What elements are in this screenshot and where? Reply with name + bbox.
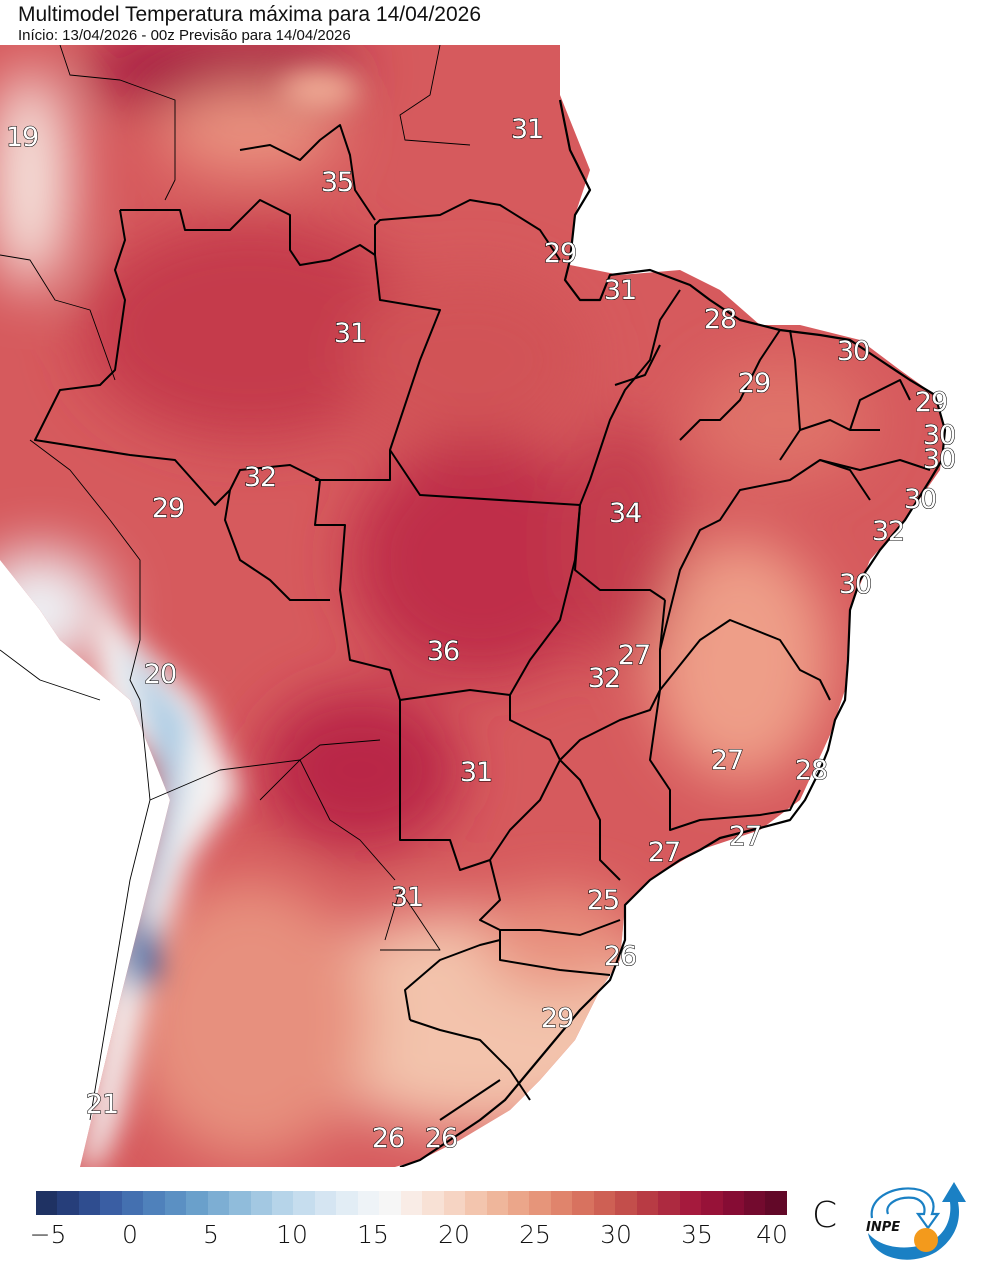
temp-label: 32 — [871, 516, 905, 547]
logo-loop-icon — [870, 1187, 941, 1230]
colorbar-segment — [743, 1191, 766, 1215]
temp-label: 28 — [703, 304, 737, 335]
temp-label: 25 — [586, 885, 620, 916]
temp-label: 36 — [426, 636, 460, 667]
temp-label: 30 — [903, 484, 937, 515]
colorbar-segment — [36, 1191, 58, 1215]
temp-label: 27 — [728, 821, 762, 852]
colorbar-tick-label: 0 — [122, 1220, 138, 1249]
temp-label: 30 — [836, 336, 870, 367]
colorbar-segment — [293, 1191, 315, 1215]
colorbar-segment — [164, 1191, 187, 1215]
temp-label: 31 — [603, 275, 637, 306]
colorbar-segment — [100, 1191, 122, 1215]
temp-label: 29 — [151, 493, 185, 524]
temp-label: 29 — [914, 387, 948, 418]
temp-label: 31 — [510, 114, 544, 145]
colorbar-segment — [57, 1191, 79, 1215]
colorbar-segment — [507, 1191, 530, 1215]
colorbar-segment — [357, 1191, 380, 1215]
temp-label: 31 — [333, 318, 367, 349]
colorbar-tick-label: 15 — [357, 1220, 389, 1249]
colorbar-segment — [722, 1191, 744, 1215]
colorbar-segment — [336, 1191, 358, 1215]
temp-label: 30 — [838, 569, 872, 600]
colorbar — [36, 1191, 787, 1215]
temp-label: 19 — [5, 122, 39, 153]
colorbar-tick-label: 25 — [519, 1220, 551, 1249]
inpe-logo: INPE — [858, 1178, 978, 1266]
colorbar-tick-label: 30 — [600, 1220, 632, 1249]
colorbar-segment — [550, 1191, 573, 1215]
colorbar-segment — [143, 1191, 165, 1215]
colorbar-segment — [314, 1191, 337, 1215]
colorbar-segment — [121, 1191, 144, 1215]
colorbar-unit: C — [812, 1195, 838, 1236]
temp-label: 26 — [371, 1123, 405, 1154]
colorbar-segment — [379, 1191, 401, 1215]
temp-label: 34 — [608, 498, 642, 529]
map-canvas — [0, 45, 947, 1167]
colorbar-segment — [593, 1191, 616, 1215]
colorbar-segment — [572, 1191, 594, 1215]
state-borders — [34, 124, 931, 1121]
colorbar-tick-label: 20 — [438, 1220, 470, 1249]
colorbar-tick-label: −5 — [29, 1220, 67, 1249]
temp-label: 31 — [390, 882, 424, 913]
colorbar-segment — [186, 1191, 208, 1215]
temp-label: 27 — [710, 745, 744, 776]
temp-label: 21 — [85, 1089, 119, 1120]
temp-label: 32 — [243, 462, 277, 493]
temp-label: 29 — [540, 1003, 574, 1034]
temp-label: 35 — [320, 167, 354, 198]
country-borders — [0, 45, 471, 1121]
temp-label: 29 — [737, 368, 771, 399]
temp-label: 29 — [543, 238, 577, 269]
temperature-map[interactable]: 19 31 35 29 31 28 30 31 29 29 30 30 32 3… — [0, 45, 984, 1167]
logo-text: INPE — [866, 1220, 900, 1235]
colorbar-segment — [701, 1191, 723, 1215]
temp-label: 31 — [459, 757, 493, 788]
colorbar-segment — [765, 1191, 787, 1215]
colorbar-segment — [658, 1191, 680, 1215]
colorbar-segment — [207, 1191, 230, 1215]
colorbar-segment — [679, 1191, 702, 1215]
coastline — [399, 99, 947, 1167]
temp-label: 20 — [143, 659, 177, 690]
colorbar-segment — [229, 1191, 251, 1215]
colorbar-tick-label: 35 — [681, 1220, 713, 1249]
temp-label: 27 — [617, 640, 651, 671]
colorbar-tick-label: 10 — [276, 1220, 308, 1249]
colorbar-segment — [443, 1191, 466, 1215]
colorbar-tick-label: 40 — [756, 1220, 788, 1249]
temp-label: 30 — [922, 444, 956, 475]
colorbar-segment — [486, 1191, 508, 1215]
colorbar-segment — [465, 1191, 487, 1215]
temp-label: 26 — [603, 941, 637, 972]
temp-label: 26 — [424, 1123, 458, 1154]
colorbar-segment — [78, 1191, 101, 1215]
colorbar-tick-label: 5 — [203, 1220, 219, 1249]
temp-label: 30 — [922, 420, 956, 451]
temperature-field — [0, 45, 945, 1167]
temp-label: 27 — [647, 837, 681, 868]
logo-swoosh-icon — [868, 1182, 966, 1260]
logo-sun-icon — [914, 1228, 938, 1252]
colorbar-segment — [636, 1191, 659, 1215]
temp-label: 32 — [587, 663, 621, 694]
colorbar-segment — [422, 1191, 444, 1215]
map-subtitle: Início: 13/04/2026 - 00z Previsão para 1… — [18, 27, 351, 44]
colorbar-segment — [615, 1191, 637, 1215]
map-title: Multimodel Temperatura máxima para 14/04… — [18, 3, 482, 26]
colorbar-segment — [400, 1191, 423, 1215]
colorbar-segment — [271, 1191, 294, 1215]
colorbar-segment — [529, 1191, 551, 1215]
colorbar-segment — [250, 1191, 272, 1215]
temp-label: 28 — [794, 755, 828, 786]
